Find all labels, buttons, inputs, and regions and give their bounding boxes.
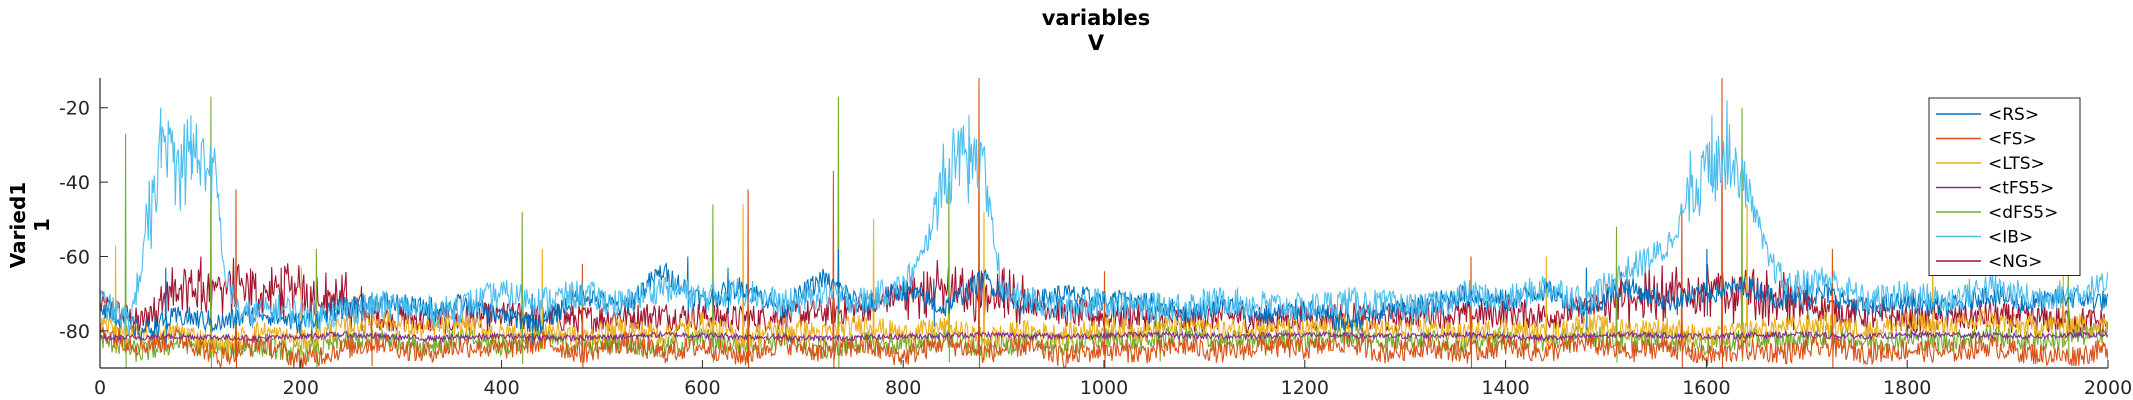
x-tick-label: 400 xyxy=(483,377,519,399)
y-axis-label-line2: 1 xyxy=(30,218,54,232)
legend-label: <NG> xyxy=(1988,252,2042,272)
axes xyxy=(99,78,2109,369)
y-axis-label: Varied1 1 xyxy=(6,182,54,268)
y-axis-label-line1: Varied1 xyxy=(6,182,30,268)
legend-label: <LTS> xyxy=(1988,154,2045,174)
series-line-tfs5 xyxy=(100,329,2108,343)
tick-labels: 0 200 400 600 800 1000 1200 1400 1600 1800 2000 -80… xyxy=(59,98,2132,399)
y-tick-label: -40 xyxy=(59,172,90,194)
series-line-ib xyxy=(100,100,2108,337)
chart-subtitle: V xyxy=(1088,31,1105,55)
x-tick-label: 1600 xyxy=(1682,377,1730,399)
x-tick-label: 1000 xyxy=(1080,377,1128,399)
x-tick-label: 1200 xyxy=(1281,377,1329,399)
legend: <RS> <FS> <LTS> <tFS5> <dFS5> <IB> <NG> xyxy=(1928,97,2081,276)
x-tick-label: 800 xyxy=(885,377,921,399)
chart-title: variables xyxy=(1042,6,1151,30)
x-tick-label: 200 xyxy=(283,377,319,399)
y-tick-label: -60 xyxy=(59,246,90,268)
legend-label: <dFS5> xyxy=(1988,203,2058,223)
plot-area xyxy=(100,78,2108,368)
x-tick-label: 0 xyxy=(94,377,106,399)
x-tick-label: 2000 xyxy=(2084,377,2132,399)
y-tick-label: -80 xyxy=(59,321,90,343)
legend-label: <RS> xyxy=(1988,105,2039,125)
legend-label: <FS> xyxy=(1988,130,2037,150)
x-tick-label: 1800 xyxy=(1883,377,1931,399)
y-tick-label: -20 xyxy=(59,98,90,120)
legend-label: <IB> xyxy=(1988,228,2033,248)
series-line-lts xyxy=(100,204,2108,364)
x-tick-label: 600 xyxy=(684,377,720,399)
series-line-fs xyxy=(100,78,2108,368)
legend-label: <tFS5> xyxy=(1988,179,2054,199)
x-tick-label: 1400 xyxy=(1481,377,1529,399)
